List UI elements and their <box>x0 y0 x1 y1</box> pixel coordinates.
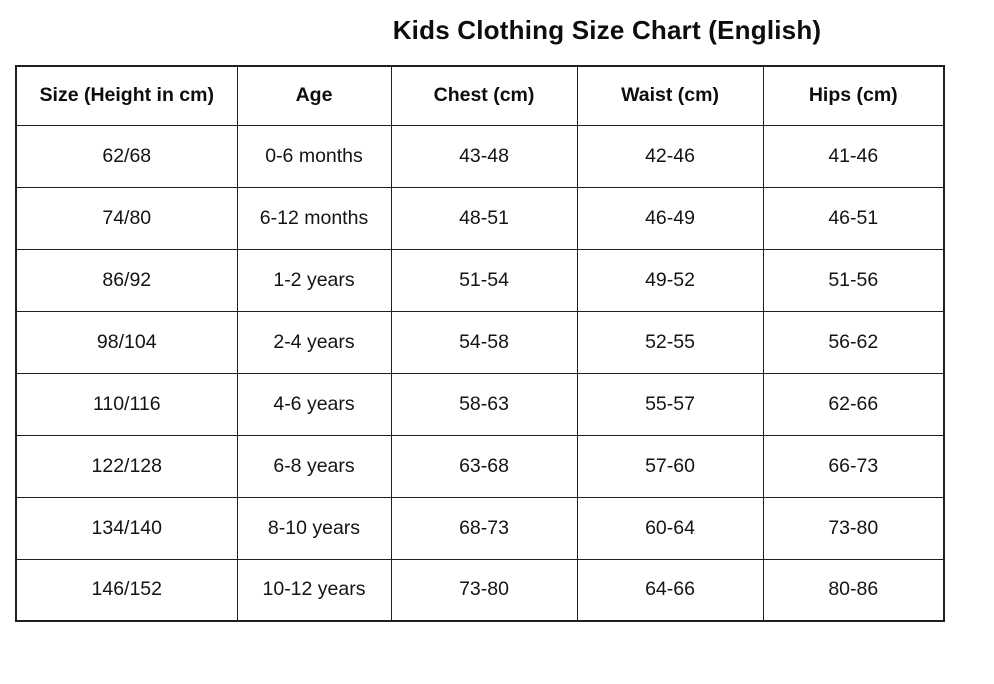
cell-hips: 73-80 <box>762 496 945 560</box>
table-row: 110/116 4-6 years 58-63 55-57 62-66 <box>15 372 945 436</box>
cell-hips: 80-86 <box>762 558 945 622</box>
cell-chest: 63-68 <box>390 434 578 498</box>
table-row: 122/128 6-8 years 63-68 57-60 66-73 <box>15 434 945 498</box>
cell-chest: 68-73 <box>390 496 578 560</box>
cell-chest: 73-80 <box>390 558 578 622</box>
cell-age: 0-6 months <box>236 124 392 188</box>
cell-hips: 66-73 <box>762 434 945 498</box>
table-row: 98/104 2-4 years 54-58 52-55 56-62 <box>15 310 945 374</box>
cell-size: 86/92 <box>15 248 238 312</box>
cell-chest: 43-48 <box>390 124 578 188</box>
cell-chest: 58-63 <box>390 372 578 436</box>
cell-size: 98/104 <box>15 310 238 374</box>
page-title: Kids Clothing Size Chart (English) <box>392 15 822 45</box>
cell-size: 74/80 <box>15 186 238 250</box>
cell-size: 62/68 <box>15 124 238 188</box>
cell-chest: 54-58 <box>390 310 578 374</box>
cell-size: 110/116 <box>15 372 238 436</box>
cell-size: 146/152 <box>15 558 238 622</box>
cell-age: 4-6 years <box>236 372 392 436</box>
cell-waist: 49-52 <box>576 248 764 312</box>
cell-age: 6-8 years <box>236 434 392 498</box>
table-row: 74/80 6-12 months 48-51 46-49 46-51 <box>15 186 945 250</box>
cell-hips: 46-51 <box>762 186 945 250</box>
cell-chest: 51-54 <box>390 248 578 312</box>
cell-age: 10-12 years <box>236 558 392 622</box>
table-row: 146/152 10-12 years 73-80 64-66 80-86 <box>15 558 945 622</box>
table-row: 62/68 0-6 months 43-48 42-46 41-46 <box>15 124 945 188</box>
cell-hips: 56-62 <box>762 310 945 374</box>
column-header-age: Age <box>236 65 392 126</box>
cell-waist: 55-57 <box>576 372 764 436</box>
cell-hips: 41-46 <box>762 124 945 188</box>
cell-waist: 42-46 <box>576 124 764 188</box>
cell-age: 6-12 months <box>236 186 392 250</box>
column-header-waist: Waist (cm) <box>576 65 764 126</box>
cell-age: 8-10 years <box>236 496 392 560</box>
cell-waist: 46-49 <box>576 186 764 250</box>
table-header-row: Size (Height in cm) Age Chest (cm) Waist… <box>15 65 945 126</box>
cell-hips: 51-56 <box>762 248 945 312</box>
cell-chest: 48-51 <box>390 186 578 250</box>
cell-age: 2-4 years <box>236 310 392 374</box>
cell-waist: 57-60 <box>576 434 764 498</box>
column-header-hips: Hips (cm) <box>762 65 945 126</box>
column-header-chest: Chest (cm) <box>390 65 578 126</box>
size-chart-table: Size (Height in cm) Age Chest (cm) Waist… <box>15 65 945 622</box>
cell-hips: 62-66 <box>762 372 945 436</box>
cell-size: 122/128 <box>15 434 238 498</box>
cell-waist: 60-64 <box>576 496 764 560</box>
table-row: 86/92 1-2 years 51-54 49-52 51-56 <box>15 248 945 312</box>
cell-waist: 52-55 <box>576 310 764 374</box>
cell-waist: 64-66 <box>576 558 764 622</box>
cell-age: 1-2 years <box>236 248 392 312</box>
table-row: 134/140 8-10 years 68-73 60-64 73-80 <box>15 496 945 560</box>
column-header-size: Size (Height in cm) <box>15 65 238 126</box>
cell-size: 134/140 <box>15 496 238 560</box>
